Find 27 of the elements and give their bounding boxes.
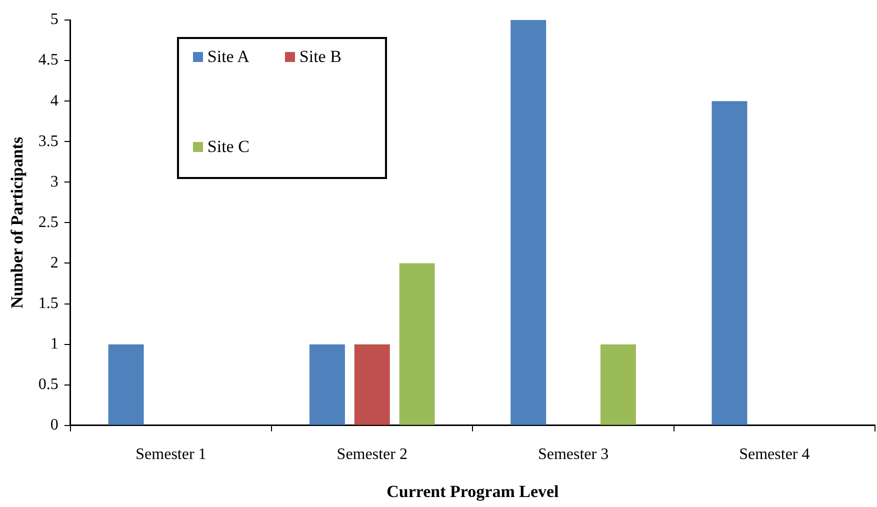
bar [399,263,435,425]
bar [309,344,345,425]
x-tick-label: Semester 4 [739,446,810,464]
legend-label: Site C [207,137,250,157]
y-tick-label: 3.5 [38,132,58,150]
y-tick-label: 1.5 [38,294,58,312]
x-axis-title: Current Program Level [386,482,560,502]
bar [354,344,390,425]
y-tick-label: 0 [50,416,58,434]
legend-label: Site B [299,47,342,67]
y-tick-label: 4.5 [38,52,58,69]
legend-label: Site A [207,47,250,67]
x-tick-label: Semester 3 [538,446,609,464]
x-tick-label: Semester 2 [336,446,408,464]
y-tick-label: 0.5 [38,376,58,394]
bar [600,344,636,425]
bar [108,344,144,425]
bar [712,101,748,425]
y-tick-label: 4 [50,92,58,110]
y-axis-title: Number of Participants [8,136,27,308]
bar [510,20,546,425]
y-tick-label: 3 [50,173,58,190]
y-tick-label: 2.5 [38,214,58,231]
y-tick-label: 5 [50,11,58,28]
y-tick-label: 2 [50,254,58,272]
x-tick-label: Semester 1 [136,446,206,464]
y-tick-label: 1 [50,336,58,353]
